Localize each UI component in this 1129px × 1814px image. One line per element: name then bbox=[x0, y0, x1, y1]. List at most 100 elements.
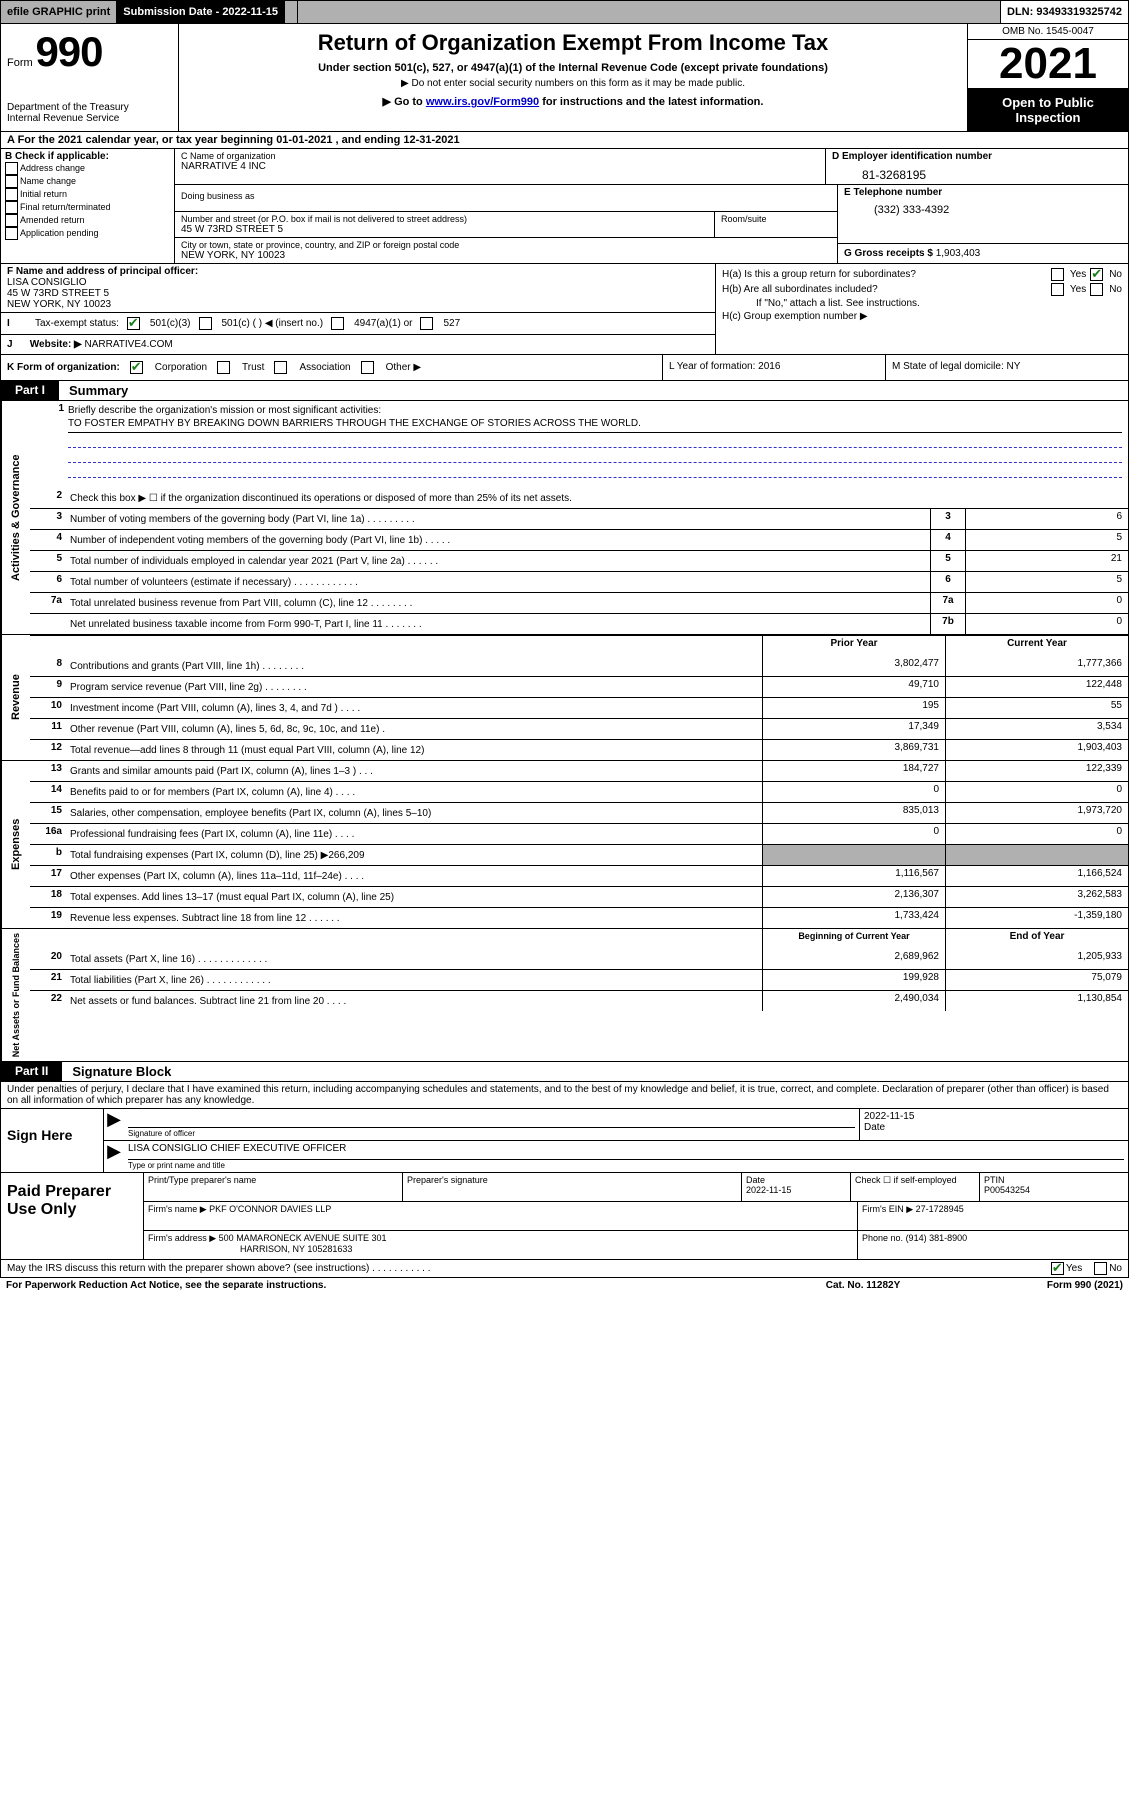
sign-date: 2022-11-15 bbox=[864, 1111, 1124, 1122]
row-f: F Name and address of principal officer:… bbox=[1, 264, 715, 313]
org-name-label: C Name of organization bbox=[181, 151, 819, 161]
cb-501c3[interactable] bbox=[127, 317, 140, 330]
hdr-curr: Current Year bbox=[945, 636, 1128, 656]
exp-line: 14Benefits paid to or for members (Part … bbox=[30, 781, 1128, 802]
form-title-box: Return of Organization Exempt From Incom… bbox=[179, 24, 967, 131]
cb-corporation[interactable] bbox=[130, 361, 143, 374]
vlabel-expenses: Expenses bbox=[1, 761, 30, 928]
paperwork-notice: For Paperwork Reduction Act Notice, see … bbox=[6, 1280, 763, 1291]
prep-date-cell: Date2022-11-15 bbox=[742, 1173, 851, 1201]
firm-phone: Phone no. (914) 381-8900 bbox=[858, 1231, 1128, 1259]
col-e: E Telephone number (332) 333-4392 G Gros… bbox=[837, 185, 1128, 263]
hb-yes[interactable] bbox=[1051, 283, 1064, 296]
gross-value: 1,903,403 bbox=[936, 248, 981, 259]
blank-button[interactable] bbox=[285, 1, 298, 23]
opt-501c3: 501(c)(3) bbox=[150, 318, 191, 329]
ha-yes-lbl: Yes bbox=[1070, 269, 1086, 280]
row-j: J Website: ▶ NARRATIVE4.COM bbox=[1, 335, 715, 354]
b-header: B Check if applicable: bbox=[5, 151, 170, 162]
opt-4947: 4947(a)(1) or bbox=[354, 318, 412, 329]
org-name: NARRATIVE 4 INC bbox=[181, 161, 819, 172]
gov-line: 2Check this box ▶ ☐ if the organization … bbox=[30, 488, 1128, 508]
gross-cell: G Gross receipts $ 1,903,403 bbox=[838, 244, 1128, 263]
hb-note: If "No," attach a list. See instructions… bbox=[722, 298, 1122, 309]
opt-501c: 501(c) ( ) ◀ (insert no.) bbox=[222, 318, 324, 329]
part2-tag: Part II bbox=[1, 1062, 62, 1081]
cb-other[interactable] bbox=[361, 361, 374, 374]
sign-date-label: Date bbox=[864, 1122, 1124, 1133]
gov-line: 6Total number of volunteers (estimate if… bbox=[30, 571, 1128, 592]
hb-no[interactable] bbox=[1090, 283, 1103, 296]
hb-yes-lbl: Yes bbox=[1070, 284, 1086, 295]
prep-ptin: PTINP00543254 bbox=[980, 1173, 1128, 1201]
phone-cell: E Telephone number (332) 333-4392 bbox=[838, 185, 1128, 244]
discuss-no-lbl: No bbox=[1109, 1263, 1122, 1274]
k-label: K Form of organization: bbox=[7, 362, 120, 373]
section-governance: Activities & Governance 1 Briefly descri… bbox=[0, 401, 1129, 635]
opt-trust: Trust bbox=[242, 362, 264, 373]
cat-no: Cat. No. 11282Y bbox=[763, 1280, 963, 1291]
cb-final-return[interactable]: Final return/terminated bbox=[5, 201, 170, 214]
firm-name: Firm's name ▶ PKF O'CONNOR DAVIES LLP bbox=[144, 1202, 858, 1230]
city-value: NEW YORK, NY 10023 bbox=[181, 250, 831, 261]
dln-label: DLN: 93493319325742 bbox=[1001, 1, 1128, 23]
cb-527[interactable] bbox=[420, 317, 433, 330]
rev-line: 12Total revenue—add lines 8 through 11 (… bbox=[30, 739, 1128, 760]
mission-blank1 bbox=[68, 433, 1122, 448]
sign-here-label: Sign Here bbox=[1, 1109, 103, 1172]
goto-prefix: ▶ Go to bbox=[383, 96, 426, 108]
cb-address-change[interactable]: Address change bbox=[5, 162, 170, 175]
address-block: Number and street (or P.O. box if mail i… bbox=[175, 212, 837, 263]
net-line: 22Net assets or fund balances. Subtract … bbox=[30, 990, 1128, 1011]
efile-button[interactable]: efile GRAPHIC print bbox=[1, 1, 117, 23]
street-value: 45 W 73RD STREET 5 bbox=[181, 224, 708, 235]
officer-printed-name: LISA CONSIGLIO CHIEF EXECUTIVE OFFICER bbox=[128, 1143, 1124, 1160]
hb-label: H(b) Are all subordinates included? bbox=[722, 284, 1047, 295]
cb-trust[interactable] bbox=[217, 361, 230, 374]
gross-label: G Gross receipts $ bbox=[844, 248, 933, 259]
discuss-yes[interactable] bbox=[1051, 1262, 1064, 1275]
cb-initial-return[interactable]: Initial return bbox=[5, 188, 170, 201]
cb-4947[interactable] bbox=[331, 317, 344, 330]
firm-ein: Firm's EIN ▶ 27-1728945 bbox=[858, 1202, 1128, 1230]
prep-sig-lbl: Preparer's signature bbox=[403, 1173, 742, 1201]
ein-value: 81-3268195 bbox=[832, 162, 1122, 182]
officer-addr2: NEW YORK, NY 10023 bbox=[7, 299, 709, 310]
cb-amended-return[interactable]: Amended return bbox=[5, 214, 170, 227]
mission-q: Briefly describe the organization's miss… bbox=[64, 403, 1122, 418]
cb-association[interactable] bbox=[274, 361, 287, 374]
exp-line: bTotal fundraising expenses (Part IX, co… bbox=[30, 844, 1128, 865]
gov-line: 4Number of independent voting members of… bbox=[30, 529, 1128, 550]
hc-label: H(c) Group exemption number ▶ bbox=[722, 311, 1122, 322]
prep-self-emp[interactable]: Check ☐ if self-employed bbox=[851, 1173, 980, 1201]
city-label: City or town, state or province, country… bbox=[181, 240, 831, 250]
col-c: C Name of organization NARRATIVE 4 INC D… bbox=[175, 149, 1128, 263]
row-a: A For the 2021 calendar year, or tax yea… bbox=[0, 132, 1129, 149]
website-label: Website: ▶ bbox=[30, 339, 82, 350]
instructions-link[interactable]: www.irs.gov/Form990 bbox=[426, 96, 539, 108]
ha-yes[interactable] bbox=[1051, 268, 1064, 281]
form-header: Form 990 Department of the Treasury Inte… bbox=[0, 24, 1129, 132]
rev-line: 8Contributions and grants (Part VIII, li… bbox=[30, 656, 1128, 676]
form-id-box: Form 990 Department of the Treasury Inte… bbox=[1, 24, 179, 131]
paid-preparer-block: Paid Preparer Use Only Print/Type prepar… bbox=[0, 1173, 1129, 1260]
net-line: 21Total liabilities (Part X, line 26) . … bbox=[30, 969, 1128, 990]
cb-name-change[interactable]: Name change bbox=[5, 175, 170, 188]
officer-signature-label: Signature of officer bbox=[128, 1128, 855, 1138]
officer-signature[interactable] bbox=[128, 1111, 855, 1128]
ha-no[interactable] bbox=[1090, 268, 1103, 281]
cb-application-pending[interactable]: Application pending bbox=[5, 227, 170, 240]
gov-line: 5Total number of individuals employed in… bbox=[30, 550, 1128, 571]
opt-other: Other ▶ bbox=[386, 362, 421, 373]
officer-printed-label: Type or print name and title bbox=[128, 1160, 1124, 1170]
ein-label: D Employer identification number bbox=[832, 151, 1122, 162]
discuss-question: May the IRS discuss this return with the… bbox=[7, 1263, 1051, 1274]
submission-date-button[interactable]: Submission Date - 2022-11-15 bbox=[117, 1, 285, 23]
col-headers-2: Beginning of Current Year End of Year bbox=[30, 929, 1128, 949]
exp-line: 19Revenue less expenses. Subtract line 1… bbox=[30, 907, 1128, 928]
open-inspection: Open to Public Inspection bbox=[968, 89, 1128, 131]
cb-501c[interactable] bbox=[199, 317, 212, 330]
discuss-no[interactable] bbox=[1094, 1262, 1107, 1275]
website-value: NARRATIVE4.COM bbox=[85, 339, 173, 350]
gov-line: Net unrelated business taxable income fr… bbox=[30, 613, 1128, 634]
